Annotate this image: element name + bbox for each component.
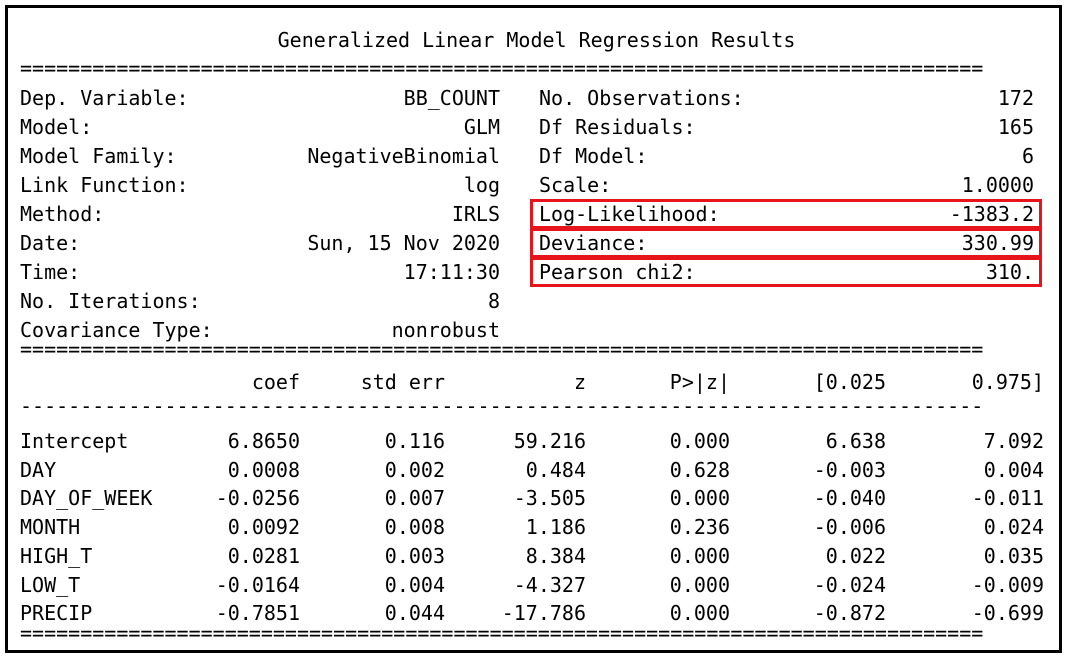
coef-cell: 1.186 xyxy=(525,515,586,540)
coef-cell: 0.000 xyxy=(669,429,730,453)
coef-cell: -0.0256 xyxy=(215,486,300,511)
info-value: 8 xyxy=(487,289,500,313)
coef-cell: 0.000 xyxy=(669,543,730,568)
info-label: Df Residuals: xyxy=(539,115,696,139)
info-value: Sun, 15 Nov 2020 xyxy=(307,231,500,255)
info-label: Deviance: xyxy=(539,231,648,255)
info-value: BB_COUNT xyxy=(403,86,500,110)
column-header: z xyxy=(573,370,586,394)
coef-cell: 0.0008 xyxy=(227,457,300,482)
info-label: Covariance Type: xyxy=(20,318,213,342)
coef-cell: 0.035 xyxy=(983,543,1044,568)
coef-cell: 0.004 xyxy=(384,572,445,597)
column-header: [0.025 xyxy=(813,370,886,394)
row-name: LOW_T xyxy=(20,572,81,597)
coef-cell: 0.628 xyxy=(669,457,730,482)
info-value: 6 xyxy=(1021,144,1034,168)
info-value: 310. xyxy=(985,260,1034,284)
coef-cell: 0.000 xyxy=(669,486,730,511)
coef-cell: 0.0281 xyxy=(227,543,300,568)
info-value: 1.0000 xyxy=(961,173,1034,197)
info-label: Time: xyxy=(20,260,81,284)
coef-cell: 0.024 xyxy=(983,515,1044,540)
coef-cell: -0.011 xyxy=(971,486,1044,511)
info-value: IRLS xyxy=(451,202,500,226)
coef-cell: -0.7851 xyxy=(215,601,300,626)
results-title: Generalized Linear Model Regression Resu… xyxy=(277,28,796,52)
info-label: Date: xyxy=(20,231,81,255)
coef-cell: -4.327 xyxy=(513,572,586,597)
info-value: log xyxy=(463,173,500,197)
info-label: Scale: xyxy=(539,173,612,197)
coef-cell: -0.009 xyxy=(971,572,1044,597)
column-header: P>|z| xyxy=(669,370,730,394)
info-label: Df Model: xyxy=(539,144,648,168)
coef-cell: 0.004 xyxy=(983,457,1044,482)
info-label: No. Observations: xyxy=(539,86,744,110)
coef-cell: -0.872 xyxy=(813,601,886,626)
info-label: Method: xyxy=(20,202,105,226)
coef-cell: 0.484 xyxy=(525,457,586,482)
info-value: 330.99 xyxy=(961,231,1034,255)
row-name: PRECIP xyxy=(20,601,93,626)
coef-cell: 0.000 xyxy=(669,572,730,597)
coef-cell: 7.092 xyxy=(983,429,1044,453)
info-label: No. Iterations: xyxy=(20,289,201,313)
coef-cell: -0.040 xyxy=(813,486,886,511)
coef-cell: 0.000 xyxy=(669,601,730,626)
coef-cell: -3.505 xyxy=(513,486,586,511)
column-header: coef xyxy=(251,370,300,394)
info-value: 17:11:30 xyxy=(403,260,500,284)
coef-cell: -17.786 xyxy=(501,601,586,626)
info-value: 165 xyxy=(997,115,1034,139)
info-label: Model Family: xyxy=(20,144,177,168)
info-label: Model: xyxy=(20,115,93,139)
coef-cell: 59.216 xyxy=(513,429,586,453)
coef-cell: 0.022 xyxy=(825,543,886,568)
info-value: NegativeBinomial xyxy=(307,144,500,168)
row-name: MONTH xyxy=(20,515,81,540)
coef-cell: -0.024 xyxy=(813,572,886,597)
double-rule-bottom: ========================================… xyxy=(20,626,984,642)
coef-cell: -0.0164 xyxy=(215,572,300,597)
coef-cell: 0.008 xyxy=(384,515,445,540)
coef-cell: 0.003 xyxy=(384,543,445,568)
info-value: nonrobust xyxy=(391,318,500,342)
coef-cell: 0.007 xyxy=(384,486,445,511)
coef-cell: 6.8650 xyxy=(227,429,300,453)
row-name: DAY_OF_WEEK xyxy=(20,486,153,511)
info-value: GLM xyxy=(463,115,500,139)
info-label: Log-Likelihood: xyxy=(539,202,720,226)
coef-cell: -0.006 xyxy=(813,515,886,540)
row-name: Intercept xyxy=(20,429,129,453)
column-header: std err xyxy=(360,370,445,394)
row-name: DAY xyxy=(20,457,57,482)
coef-cell: -0.699 xyxy=(971,601,1044,626)
info-label: Pearson chi2: xyxy=(539,260,696,284)
coef-cell: 6.638 xyxy=(825,429,886,453)
info-value: 172 xyxy=(997,86,1034,110)
info-label: Link Function: xyxy=(20,173,189,197)
row-name: HIGH_T xyxy=(20,543,93,568)
info-value: -1383.2 xyxy=(949,202,1034,226)
dash-rule: ----------------------------------------… xyxy=(20,399,984,415)
coef-cell: 0.0092 xyxy=(227,515,300,540)
coef-cell: 0.002 xyxy=(384,457,445,482)
coef-cell: -0.003 xyxy=(813,457,886,482)
double-rule-mid: ========================================… xyxy=(20,342,984,358)
regression-results-panel: Generalized Linear Model Regression Resu… xyxy=(5,5,1062,653)
coef-cell: 0.116 xyxy=(384,429,445,453)
info-label: Dep. Variable: xyxy=(20,86,189,110)
coef-cell: 0.236 xyxy=(669,515,730,540)
coef-cell: 8.384 xyxy=(525,543,586,568)
column-header: 0.975] xyxy=(971,370,1044,394)
double-rule-top: ========================================… xyxy=(20,61,984,77)
coef-cell: 0.044 xyxy=(384,601,445,626)
